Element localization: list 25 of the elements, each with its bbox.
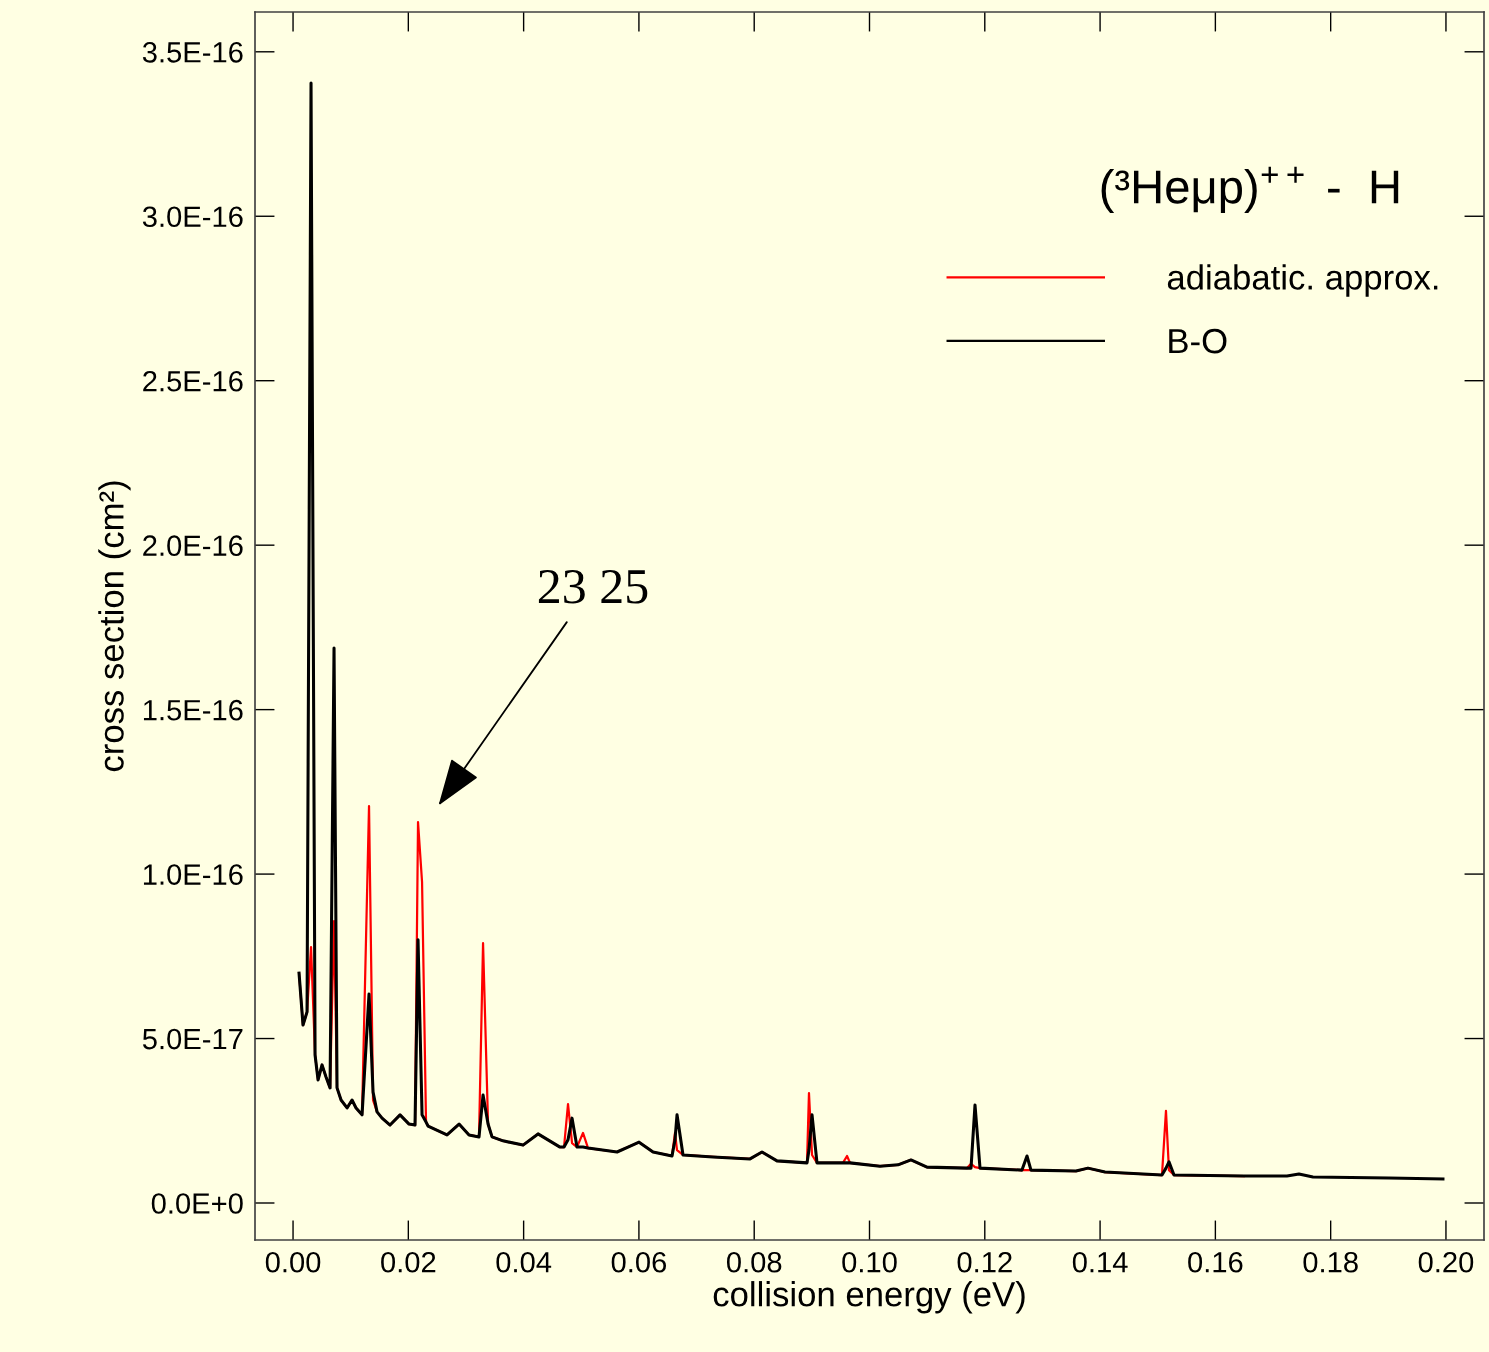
x-tick-label: 0.20 [1418,1251,1474,1273]
text: (³Heμp)$^{++}$ - H [1101,166,1399,214]
x-tick-label: 0.04 [496,1251,552,1273]
y-axis-title: cross section (cm²) [98,481,131,772]
x-tick-label: 0.18 [1303,1251,1358,1273]
x-tick-label: 0.00 [265,1251,321,1273]
y-tick-label: 5.0E-17 [142,1028,243,1050]
legend-label: B-O [1169,328,1227,354]
y-tick-label: 3.0E-16 [142,206,243,228]
y-tick-label: 1.5E-16 [143,699,243,721]
x-tick-label: 0.12 [957,1251,1012,1273]
x-tick-label: 0.02 [381,1251,436,1273]
x-tick-label: 0.16 [1188,1251,1243,1273]
x-tick-label: 0.14 [1072,1251,1128,1273]
y-tick-label: 0.0E+0 [151,1193,243,1214]
x-axis-title: collision energy (eV) [713,1281,1025,1314]
y-tick-label: 2.0E-16 [143,535,243,557]
y-tick-label: 2.5E-16 [143,370,243,392]
x-tick-label: 0.06 [611,1251,667,1273]
annotation: 23 25 [538,569,648,604]
y-tick-label: 3.5E-16 [142,42,243,63]
x-tick-label: 0.10 [842,1251,897,1273]
x-tick-label: 0.08 [726,1251,782,1273]
legend-label: adiabatic. approx. [1167,264,1438,297]
y-tick-label: 1.0E-16 [143,864,243,885]
